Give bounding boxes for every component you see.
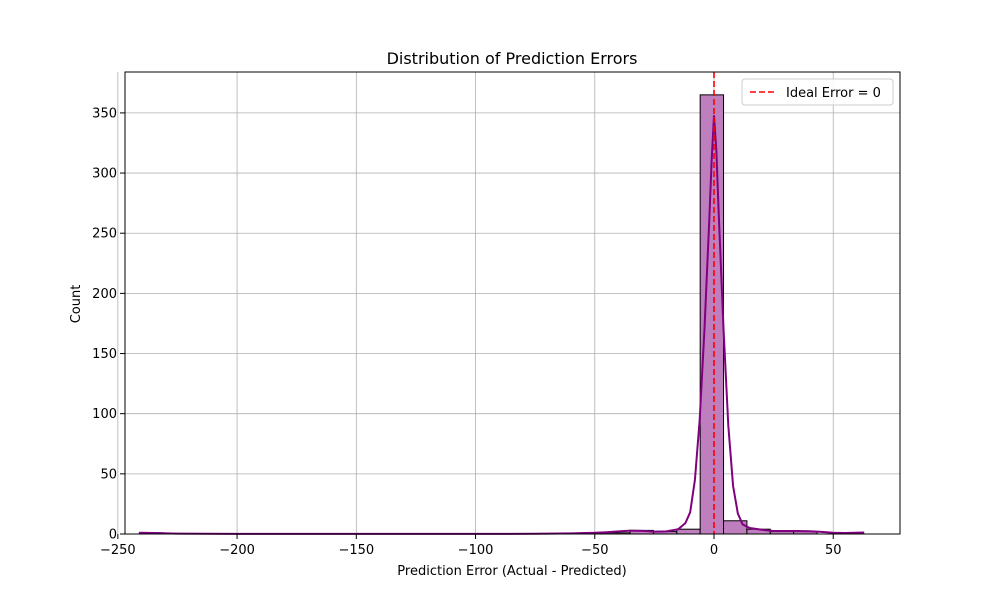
y-tick-label: 150 [92,347,117,362]
plot-frame [124,71,901,535]
kde-curve [139,115,865,535]
y-tick-label: 100 [92,407,117,422]
y-tick-label: 200 [92,287,117,302]
histogram-bars [138,94,818,535]
x-axis-ticks: −250 −200 −150 −100 −50 0 50 [100,534,842,558]
histogram-bar [676,528,701,535]
x-axis-label: Prediction Error (Actual - Predicted) [397,564,626,579]
histogram-bar [723,520,748,535]
y-tick-label: 250 [92,227,117,242]
legend-box [741,78,894,106]
chart-title: Distribution of Prediction Errors [387,49,638,68]
y-axis-label: Count [69,285,84,324]
x-tick-label: −150 [338,543,374,558]
y-axis-ticks: 0 50 100 150 200 250 300 350 [92,106,125,543]
x-tick-label: −250 [100,543,136,558]
x-tick-label: −200 [219,543,255,558]
x-tick-label: 0 [710,543,718,558]
legend: Ideal Error = 0 [741,78,894,106]
y-tick-label: 300 [92,167,117,182]
grid-lines [117,72,900,535]
y-tick-label: 50 [100,467,117,482]
legend-label: Ideal Error = 0 [786,86,881,101]
y-tick-label: 0 [109,528,117,543]
x-tick-label: 50 [825,543,842,558]
x-tick-label: −100 [458,543,494,558]
x-tick-label: −50 [581,543,608,558]
y-tick-label: 350 [92,106,117,121]
